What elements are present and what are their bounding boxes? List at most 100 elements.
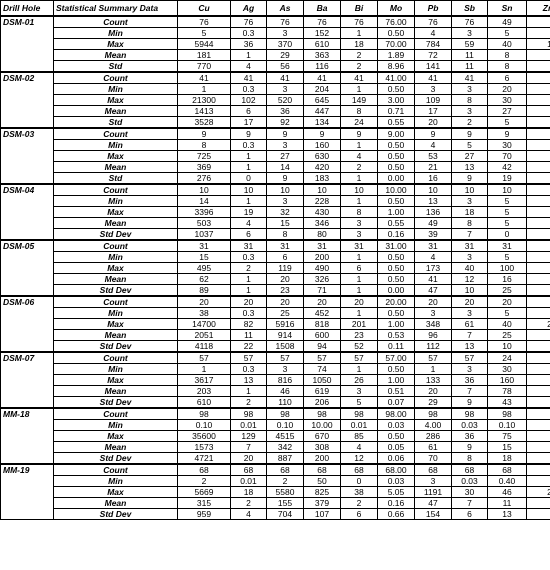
value-cell-mo: 0.00 <box>377 284 415 297</box>
value-cell-bi: 85 <box>340 430 378 442</box>
value-cell-mo: 0.50 <box>377 363 415 375</box>
value-cell-as: 1508 <box>266 340 304 353</box>
value-cell-sn: 10 <box>487 183 527 196</box>
statistic-label-cell: Max <box>53 94 178 106</box>
value-cell-zn: 252 <box>526 374 550 386</box>
value-cell-as: 5580 <box>266 486 304 498</box>
value-cell-sb: 18 <box>451 206 488 218</box>
value-cell-sb: 9 <box>451 172 488 185</box>
value-cell-as: 20 <box>266 273 304 285</box>
value-cell-sn: 5 <box>487 116 527 129</box>
value-cell-pb: 136 <box>414 206 452 218</box>
value-cell-sn: 31 <box>487 239 527 252</box>
value-cell-sn: 19 <box>487 172 527 185</box>
value-cell-cu: 14 <box>177 195 231 207</box>
value-cell-pb: 29 <box>414 396 452 409</box>
value-cell-ag: 0.01 <box>230 419 267 431</box>
value-cell-as: 3 <box>266 83 304 95</box>
value-cell-zn: 296 <box>526 508 550 520</box>
value-cell-pb: 41 <box>414 273 452 285</box>
value-cell-bi: 5 <box>340 396 378 409</box>
value-cell-as: 887 <box>266 452 304 465</box>
value-cell-ba: 98 <box>303 407 341 420</box>
value-cell-cu: 89 <box>177 284 231 297</box>
value-cell-pb: 39 <box>414 228 452 241</box>
value-cell-sb: 9 <box>451 396 488 409</box>
value-cell-mo: 1.89 <box>377 49 415 61</box>
value-cell-ag: 0.01 <box>230 475 267 487</box>
header-sb: Sb <box>451 0 488 17</box>
statistic-label-cell: Max <box>53 38 178 50</box>
statistic-label-cell: Std Dev <box>53 396 178 409</box>
value-cell-sn: 10 <box>487 340 527 353</box>
value-cell-cu: 203 <box>177 385 231 397</box>
value-cell-cu: 181 <box>177 49 231 61</box>
value-cell-bi: 2 <box>340 161 378 173</box>
value-cell-as: 15 <box>266 217 304 229</box>
value-cell-sn: 49 <box>487 15 527 28</box>
value-cell-pb: 68 <box>414 463 452 476</box>
value-cell-ag: 0.3 <box>230 363 267 375</box>
statistic-label-cell: Min <box>53 83 178 95</box>
statistic-label-cell: Std <box>53 172 178 185</box>
value-cell-as: 4515 <box>266 430 304 442</box>
value-cell-ba: 645 <box>303 94 341 106</box>
value-cell-sn: 13 <box>487 508 527 520</box>
value-cell-bi: 52 <box>340 340 378 353</box>
statistic-label-cell: Max <box>53 374 178 386</box>
value-cell-sb: 8 <box>451 452 488 465</box>
value-cell-ba: 116 <box>303 60 341 73</box>
value-cell-bi: 38 <box>340 486 378 498</box>
value-cell-mo: 0.00 <box>377 172 415 185</box>
value-cell-cu: 3617 <box>177 374 231 386</box>
value-cell-pb: 47 <box>414 284 452 297</box>
value-cell-mo: 0.55 <box>377 217 415 229</box>
value-cell-sn: 16 <box>487 273 527 285</box>
value-cell-sn: 68 <box>487 463 527 476</box>
value-cell-ba: 57 <box>303 351 341 364</box>
value-cell-cu: 5669 <box>177 486 231 498</box>
value-cell-bi: 68 <box>340 463 378 476</box>
value-cell-sb: 3 <box>451 83 488 95</box>
value-cell-sb: 3 <box>451 251 488 263</box>
value-cell-sb: 57 <box>451 351 488 364</box>
value-cell-sb: 36 <box>451 430 488 442</box>
value-cell-mo: 0.51 <box>377 385 415 397</box>
value-cell-cu: 14700 <box>177 318 231 330</box>
value-cell-sn: 5 <box>487 206 527 218</box>
value-cell-as: 27 <box>266 150 304 162</box>
value-cell-sb: 3 <box>451 195 488 207</box>
summary-table-container: Drill Hole Statistical Summary Data Cu A… <box>0 0 550 520</box>
value-cell-ag: 4 <box>230 60 267 73</box>
statistic-label-cell: Mean <box>53 49 178 61</box>
value-cell-ag: 31 <box>230 239 267 252</box>
value-cell-ba: 818 <box>303 318 341 330</box>
statistic-label-cell: Min <box>53 251 178 263</box>
statistic-label-cell: Std Dev <box>53 340 178 353</box>
value-cell-mo: 0.16 <box>377 228 415 241</box>
value-cell-bi: 1 <box>340 195 378 207</box>
value-cell-ba: 68 <box>303 463 341 476</box>
value-cell-ba: 20 <box>303 295 341 308</box>
value-cell-cu: 1037 <box>177 228 231 241</box>
statistic-label-cell: Std <box>53 60 178 73</box>
statistic-label-cell: Count <box>53 351 178 364</box>
statistic-label-cell: Std <box>53 116 178 129</box>
statistic-label-cell: Count <box>53 295 178 308</box>
value-cell-ag: 0.3 <box>230 251 267 263</box>
value-cell-cu: 2051 <box>177 329 231 341</box>
value-cell-sn: 5 <box>487 307 527 319</box>
value-cell-bi: 1 <box>340 172 378 185</box>
value-cell-sb: 7 <box>451 385 488 397</box>
value-cell-as: 92 <box>266 116 304 129</box>
value-cell-cu: 4118 <box>177 340 231 353</box>
value-cell-sb: 20 <box>451 295 488 308</box>
header-pb: Pb <box>414 0 452 17</box>
